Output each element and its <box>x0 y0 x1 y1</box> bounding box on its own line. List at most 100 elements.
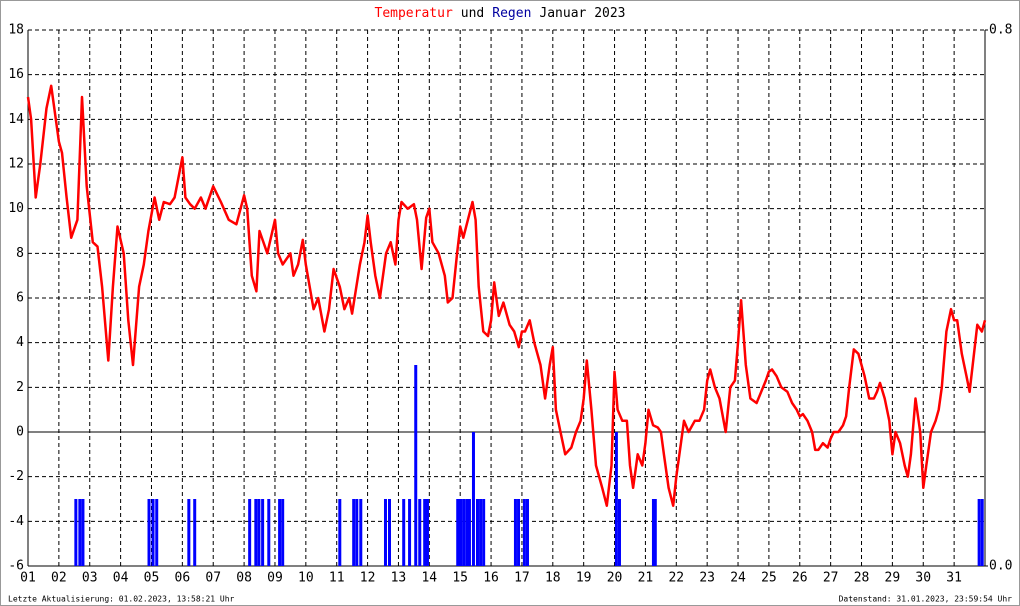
rain-bar <box>261 499 265 566</box>
x-tick-label: 18 <box>545 571 561 586</box>
rain-bar <box>151 499 155 566</box>
rain-bar <box>517 499 521 566</box>
footer-right: Datenstand: 31.01.2023, 23:59:54 Uhr <box>839 595 1013 604</box>
rain-bar <box>617 499 621 566</box>
x-tick-label: 24 <box>730 571 746 586</box>
y-tick-label: 12 <box>8 157 24 172</box>
rain-bar <box>187 499 191 566</box>
x-tick-label: 12 <box>360 571 376 586</box>
y-tick-label: 2 <box>16 380 24 395</box>
x-tick-label: 08 <box>236 571 252 586</box>
rain-bar <box>651 499 655 566</box>
y-tick-label: 0 <box>16 425 24 440</box>
x-tick-label: 16 <box>483 571 499 586</box>
x-tick-label: 30 <box>915 571 931 586</box>
rain-bar <box>355 499 359 566</box>
y2-tick-label: 0.0 <box>989 559 1012 574</box>
x-tick-label: 20 <box>607 571 623 586</box>
x-tick-label: 10 <box>298 571 314 586</box>
title-part: Temperatur <box>375 6 453 21</box>
rain-bar <box>81 499 85 566</box>
x-tick-label: 17 <box>514 571 530 586</box>
x-tick-label: 19 <box>576 571 592 586</box>
rain-bar <box>479 499 483 566</box>
rain-bar <box>257 499 261 566</box>
rain-bar <box>475 499 479 566</box>
x-tick-label: 11 <box>329 571 345 586</box>
rain-bar <box>193 499 197 566</box>
title-part: Regen <box>492 6 531 21</box>
rain-bar <box>980 499 984 566</box>
rain-bar <box>513 499 517 566</box>
rain-bar <box>459 499 463 566</box>
y-tick-label: 6 <box>16 291 24 306</box>
rain-bar <box>414 365 418 566</box>
x-tick-label: 13 <box>391 571 407 586</box>
x-tick-label: 15 <box>452 571 468 586</box>
rain-bar <box>147 499 151 566</box>
rain-bar <box>614 432 618 566</box>
rain-bar <box>254 499 258 566</box>
x-tick-label: 01 <box>20 571 36 586</box>
rain-bar <box>977 499 981 566</box>
x-tick-label: 29 <box>885 571 901 586</box>
rain-bar <box>462 499 466 566</box>
rain-bar <box>467 499 471 566</box>
x-tick-label: 05 <box>144 571 160 586</box>
rain-bar <box>482 499 486 566</box>
rain-bar <box>402 499 406 566</box>
rain-bar <box>278 499 282 566</box>
rain-bar <box>456 499 460 566</box>
rain-bar <box>525 499 529 566</box>
rain-bar <box>653 499 657 566</box>
rain-bar <box>267 499 271 566</box>
y-tick-label: -4 <box>8 514 24 529</box>
rain-bar <box>471 432 475 566</box>
y-tick-label: 16 <box>8 67 24 82</box>
y-tick-label: -2 <box>8 469 24 484</box>
x-tick-label: 26 <box>792 571 808 586</box>
y-tick-label: 10 <box>8 201 24 216</box>
x-tick-label: 09 <box>267 571 283 586</box>
x-tick-label: 23 <box>699 571 715 586</box>
rain-bar <box>78 499 82 566</box>
rain-bar <box>338 499 342 566</box>
rain-bar <box>423 499 427 566</box>
x-tick-label: 22 <box>668 571 684 586</box>
rain-bar <box>522 499 526 566</box>
x-tick-label: 28 <box>854 571 870 586</box>
y-tick-label: 4 <box>16 335 24 350</box>
rain-bar <box>383 499 387 566</box>
rain-bar <box>155 499 159 566</box>
y-tick-label: 14 <box>8 112 24 127</box>
y-tick-label: 8 <box>16 246 24 261</box>
x-tick-label: 07 <box>205 571 221 586</box>
rain-bar <box>418 499 422 566</box>
y-tick-label: 18 <box>8 23 24 38</box>
x-tick-label: 27 <box>823 571 839 586</box>
x-tick-label: 25 <box>761 571 777 586</box>
temperature-line <box>26 84 987 507</box>
rain-bar <box>359 499 363 566</box>
rain-bar <box>465 499 469 566</box>
x-tick-label: 14 <box>421 571 437 586</box>
x-tick-label: 02 <box>51 571 67 586</box>
rain-bar <box>248 499 252 566</box>
rain-bar <box>74 499 78 566</box>
x-tick-label: 31 <box>946 571 962 586</box>
rain-bar <box>387 499 391 566</box>
y-tick-label: -6 <box>8 559 24 574</box>
chart-title: Temperatur und Regen Januar 2023 <box>375 6 626 21</box>
rain-bar <box>281 499 285 566</box>
title-part: und <box>461 6 484 21</box>
x-tick-label: 03 <box>82 571 98 586</box>
x-tick-label: 21 <box>638 571 654 586</box>
y2-tick-label: 0.8 <box>989 23 1012 38</box>
title-part: Januar 2023 <box>539 6 625 21</box>
x-tick-label: 06 <box>175 571 191 586</box>
rain-bar <box>408 499 412 566</box>
rain-bar <box>425 499 429 566</box>
x-tick-label: 04 <box>113 571 129 586</box>
